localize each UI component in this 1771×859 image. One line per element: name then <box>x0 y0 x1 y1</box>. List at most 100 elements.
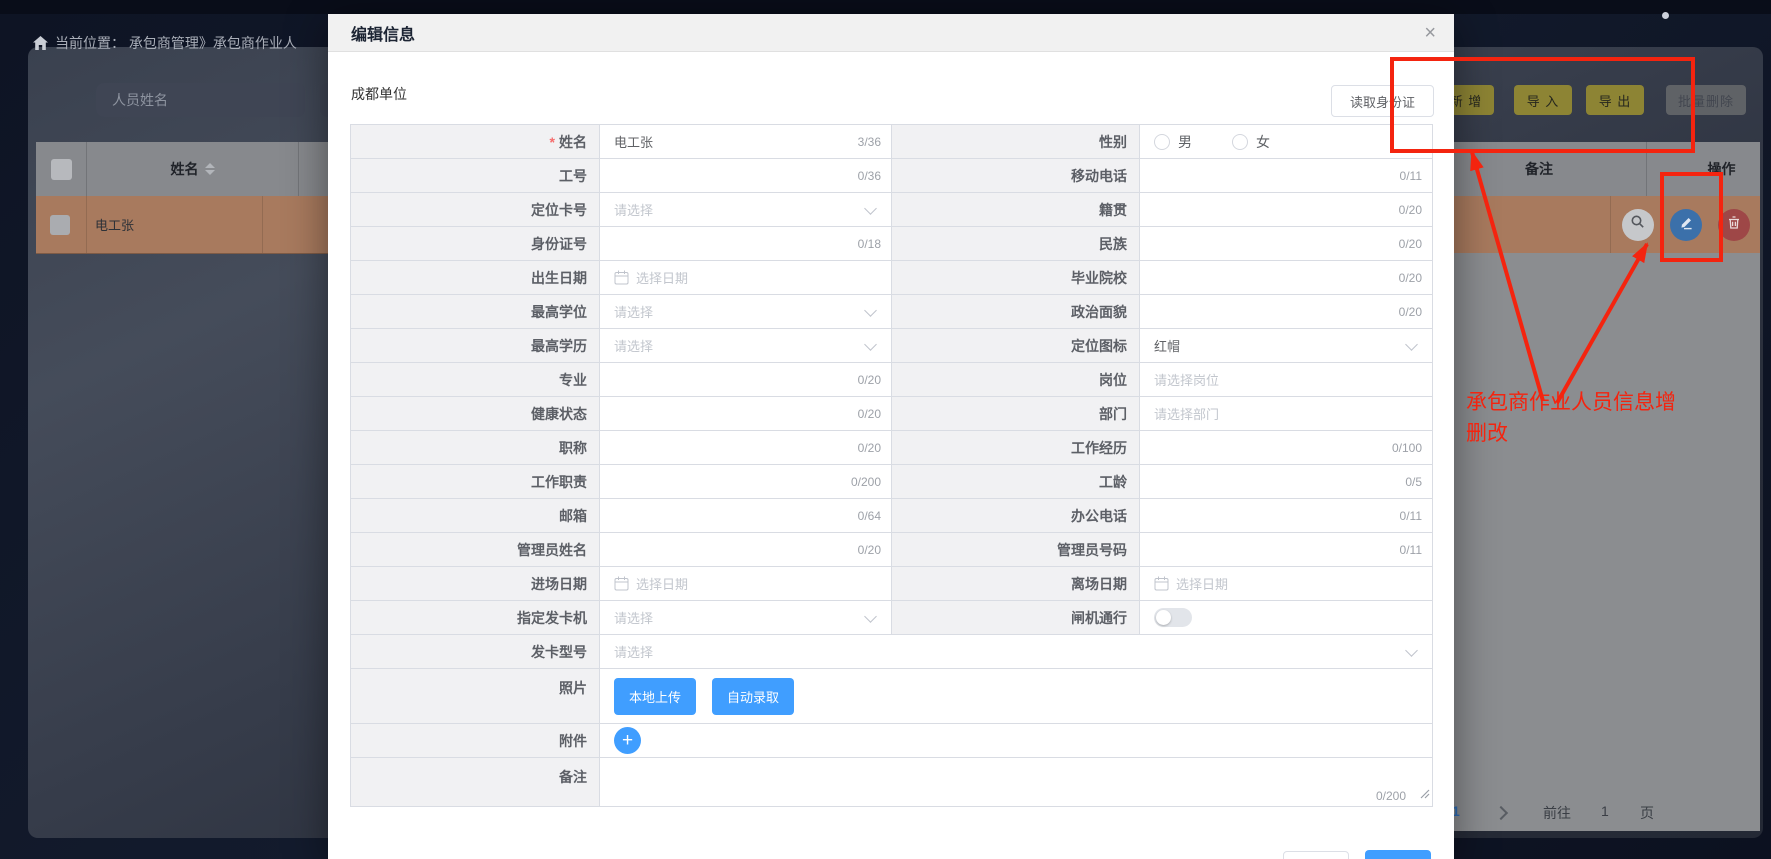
char-counter: 0/100 <box>1391 440 1422 455</box>
field-input-mobile-phone[interactable]: 0/11 <box>1140 159 1433 193</box>
field-placeholder-card-model: 请选择 <box>614 645 654 660</box>
field-input-graduate-school[interactable]: 0/20 <box>1140 261 1433 295</box>
resize-handle-icon <box>1420 786 1430 804</box>
field-input-political-status[interactable]: 0/20 <box>1140 295 1433 329</box>
field-input-work-experience[interactable]: 0/100 <box>1140 431 1433 465</box>
breadcrumb-text: 当前位置： 承包商管理》承包商作业人 <box>55 35 297 51</box>
field-input-admin-number[interactable]: 0/11 <box>1140 533 1433 567</box>
import-button[interactable]: 导 入 <box>1514 85 1572 115</box>
close-icon[interactable]: × <box>1424 21 1436 44</box>
field-input-card-issuer[interactable]: 请选择 <box>600 601 892 635</box>
field-input-position-icon[interactable]: 红帽 <box>1140 329 1433 363</box>
char-counter: 0/36 <box>857 168 881 183</box>
field-input-email[interactable]: 0/64 <box>600 499 892 533</box>
field-input-job-duty[interactable]: 0/200 <box>600 465 892 499</box>
goto-page-input[interactable]: 1 <box>1601 803 1609 819</box>
field-input-native-place[interactable]: 0/20 <box>1140 193 1433 227</box>
radio-option-label: 女 <box>1256 133 1270 150</box>
field-input-gate-pass <box>1140 601 1433 635</box>
calendar-icon <box>614 576 629 591</box>
field-label-health-status: 健康状态 <box>351 397 600 431</box>
field-label-office-phone: 办公电话 <box>892 499 1140 533</box>
export-button[interactable]: 导 出 <box>1586 85 1644 115</box>
dialog-title: 编辑信息 <box>351 26 416 44</box>
edit-row-button[interactable] <box>1670 208 1702 241</box>
field-label-birth-date: 出生日期 <box>351 261 600 295</box>
annotation-note: 承包商作业人员信息增 删改 <box>1466 387 1756 449</box>
field-input-position-card-no[interactable]: 请选择 <box>600 193 892 227</box>
sort-caret-icon[interactable] <box>204 163 215 175</box>
read-id-card-button[interactable]: 读取身份证 <box>1331 85 1434 117</box>
field-input-health-status[interactable]: 0/20 <box>600 397 892 431</box>
field-input-id-card-no[interactable]: 0/18 <box>600 227 892 261</box>
delete-row-button[interactable] <box>1718 208 1750 241</box>
field-input-highest-education[interactable]: 请选择 <box>600 329 892 363</box>
field-input-card-model[interactable]: 请选择 <box>600 635 1433 669</box>
column-header-remark: 备注 <box>1432 142 1646 196</box>
char-counter: 0/11 <box>1399 168 1422 183</box>
magnifier-icon <box>1630 214 1646 235</box>
field-input-entry-date[interactable]: 选择日期 <box>600 567 892 601</box>
char-counter: 0/20 <box>1398 270 1422 285</box>
field-input-department[interactable]: 请选择部门 <box>1140 397 1433 431</box>
add-attachment-button[interactable]: + <box>614 727 641 754</box>
row-checkbox[interactable] <box>50 215 70 235</box>
field-label-employee-no: 工号 <box>351 159 600 193</box>
char-counter: 0/20 <box>857 440 881 455</box>
char-counter: 0/11 <box>1399 508 1422 523</box>
view-row-button[interactable] <box>1622 208 1654 241</box>
field-label-job-title: 职称 <box>351 431 600 465</box>
breadcrumb: 当前位置： 承包商管理》承包商作业人 <box>33 33 297 53</box>
field-input-job-title[interactable]: 0/20 <box>600 431 892 465</box>
home-icon[interactable] <box>33 36 48 50</box>
field-input-birth-date[interactable]: 选择日期 <box>600 261 892 295</box>
field-input-employee-no[interactable]: 0/36 <box>600 159 892 193</box>
chevron-down-icon <box>864 201 877 215</box>
field-input-work-years[interactable]: 0/5 <box>1140 465 1433 499</box>
field-label-position-card-no: 定位卡号 <box>351 193 600 227</box>
field-input-major[interactable]: 0/20 <box>600 363 892 397</box>
field-placeholder-department: 请选择部门 <box>1154 407 1220 422</box>
local-upload-button[interactable]: 本地上传 <box>614 677 697 715</box>
field-input-name[interactable]: 电工张 3/36 <box>600 125 892 159</box>
field-input-remark[interactable]: 0/200 <box>600 758 1433 807</box>
person-name-search-input[interactable]: 人员姓名 <box>96 83 305 117</box>
field-input-highest-degree[interactable]: 请选择 <box>600 295 892 329</box>
field-input-office-phone[interactable]: 0/11 <box>1140 499 1433 533</box>
field-label-native-place: 籍贯 <box>892 193 1140 227</box>
field-placeholder-leave-date: 选择日期 <box>1176 577 1229 592</box>
field-label-highest-degree: 最高学位 <box>351 295 600 329</box>
radio-option-male[interactable]: 男 <box>1154 132 1192 152</box>
field-input-admin-name[interactable]: 0/20 <box>600 533 892 567</box>
field-input-leave-date[interactable]: 选择日期 <box>1140 567 1433 601</box>
field-label-ethnic-group: 民族 <box>892 227 1140 261</box>
gate-pass-toggle[interactable] <box>1154 608 1192 627</box>
radio-option-label: 男 <box>1178 133 1192 150</box>
confirm-button[interactable] <box>1365 850 1431 859</box>
field-label-work-experience: 工作经历 <box>892 431 1140 465</box>
field-label-attachment: 附件 <box>351 724 600 758</box>
field-label-name: * 姓名 <box>351 125 600 159</box>
edit-info-dialog: 编辑信息 × 成都单位 读取身份证 * 姓名 电工张 3/36 性别男女工号 0/36 移动… <box>328 14 1454 859</box>
field-input-post[interactable]: 请选择岗位 <box>1140 363 1433 397</box>
pagination-current-page[interactable]: 1 <box>1452 803 1460 819</box>
radio-option-female[interactable]: 女 <box>1232 132 1270 152</box>
field-label-post: 岗位 <box>892 363 1140 397</box>
cancel-button[interactable] <box>1283 851 1349 859</box>
column-header-name[interactable]: 姓名 <box>86 142 298 196</box>
row-divider <box>1610 196 1611 253</box>
select-all-checkbox-cell <box>36 142 86 196</box>
auto-capture-button[interactable]: 自动录取 <box>712 677 795 715</box>
table-empty-area <box>1432 253 1760 831</box>
row-divider <box>262 196 263 253</box>
field-value-position-icon: 红帽 <box>1154 339 1181 354</box>
field-input-ethnic-group[interactable]: 0/20 <box>1140 227 1433 261</box>
select-all-checkbox[interactable] <box>50 158 72 180</box>
field-label-card-issuer: 指定发卡机 <box>351 601 600 635</box>
pencil-icon <box>1679 215 1694 235</box>
char-counter: 0/20 <box>857 372 881 387</box>
batch-delete-button[interactable]: 批量删除 <box>1666 85 1746 115</box>
annotation-note-line1: 承包商作业人员信息增 <box>1466 391 1676 414</box>
calendar-icon <box>614 270 629 285</box>
char-counter: 0/20 <box>857 542 881 557</box>
